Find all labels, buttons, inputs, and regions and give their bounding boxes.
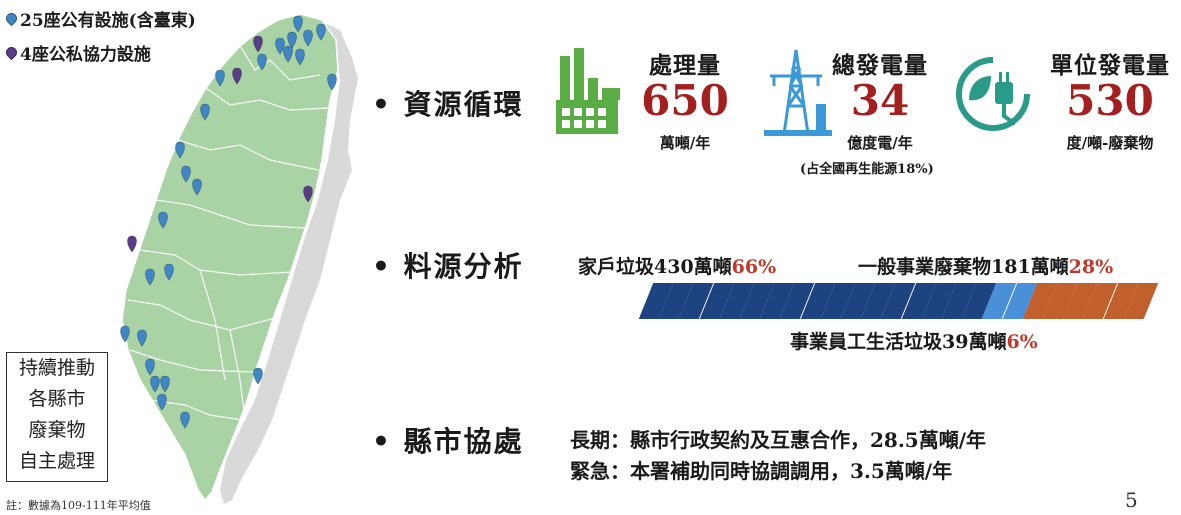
section-heading-text: 料源分析 [403,250,524,283]
business-waste-text: 一般事業廢棄物181萬噸 [858,256,1069,278]
facility-pin-icon [316,23,326,41]
metric-value: 650 [641,76,729,125]
facility-pin-icon [253,35,263,53]
facility-pin-icon [158,211,168,229]
facility-pin-icon [327,73,337,91]
facility-pins [120,15,337,429]
side-note-line: 持續推動 [18,357,95,379]
plug-leaf-icon [956,57,1030,131]
metric-title: 處理量 [649,52,721,79]
facility-pin-icon [150,375,160,393]
facility-pin-icon [160,375,170,393]
metric-unit: 億度電/年 [847,134,913,152]
section-county-heading: • 縣市協處 [372,425,524,458]
facility-pin-icon [215,69,225,87]
power-tower-icon [764,49,832,136]
facility-pin-icon [137,329,147,347]
employee-waste-pct: 6% [1006,331,1038,353]
side-note-box: 持續推動 各縣市 廢棄物 自主處理 [6,352,108,482]
facility-pin-icon [257,53,267,71]
side-note-line: 各縣市 [28,388,86,410]
long-term-detail: 長期：縣市行政契約及互惠合作，28.5萬噸/年 [570,428,987,452]
business-waste-label: 一般事業廢棄物181萬噸28% [858,252,1113,279]
facility-pin-icon [145,358,155,376]
section-heading-text: 資源循環 [403,88,524,121]
facility-pin-icon [275,37,285,55]
legend-partnership-label: 4座公私協力設施 [20,45,151,65]
legend-public-label: 25座公有設施(含臺東) [20,11,196,31]
facility-pin-icon [295,48,305,66]
page-number: 5 [1125,488,1138,512]
metric-value: 530 [1066,76,1154,125]
employee-waste-text: 事業員工生活垃圾39萬噸 [790,331,1007,353]
facility-pin-icon [120,325,130,343]
facility-pin-icon [232,67,242,85]
facility-pin-icon [303,29,313,47]
facility-pin-icon [293,15,303,33]
metric-title: 單位發電量 [1050,52,1170,79]
metric-note: (占全國再生能源18%) [800,162,934,177]
map-pin-icon [3,44,20,61]
metric-unit: 萬噸/年 [659,134,711,152]
facility-pin-icon [283,45,293,63]
section-heading-text: 縣市協處 [403,425,524,458]
facility-pin-icon [200,103,210,121]
facility-pin-icon [181,165,191,183]
county-borders [127,45,329,421]
factory-icon [556,48,620,134]
metric-value: 34 [850,76,910,125]
side-note-line: 自主處理 [18,450,95,472]
household-waste-label: 家戶垃圾430萬噸66% [578,252,776,279]
section-source-heading: • 料源分析 [372,250,524,283]
taiwan-map [120,13,358,504]
facility-pin-icon [303,185,313,203]
facility-pin-icon [164,263,174,281]
map-pin-icon [3,10,20,27]
employee-waste-label: 事業員工生活垃圾39萬噸6% [790,327,1038,354]
metric-title: 總發電量 [832,52,928,79]
facility-pin-icon [192,178,202,196]
facility-pin-icon [175,141,185,159]
map-shadow [220,22,358,504]
side-note-line: 廢棄物 [28,419,86,441]
household-waste-text: 家戶垃圾430萬噸 [578,256,732,278]
metric-unit: 度/噸-廢棄物 [1066,134,1154,152]
facility-pin-icon [145,268,155,286]
business-waste-pct: 28% [1068,256,1114,278]
legend-public: 25座公有設施(含臺東) [3,6,196,31]
household-waste-pct: 66% [731,256,777,278]
facility-pin-icon [180,411,190,429]
facility-pin-icon [253,367,263,385]
map-island [121,13,339,502]
footnote: 註：數據為109-111年平均值 [6,499,151,512]
facility-pin-icon [287,31,297,49]
urgent-detail: 緊急：本署補助同時協調調用，3.5萬噸/年 [570,459,953,483]
facility-pin-icon [157,393,167,411]
section-resource-heading: • 資源循環 [372,88,524,121]
legend-partnership: 4座公私協力設施 [3,40,151,65]
facility-pin-icon [127,235,137,253]
